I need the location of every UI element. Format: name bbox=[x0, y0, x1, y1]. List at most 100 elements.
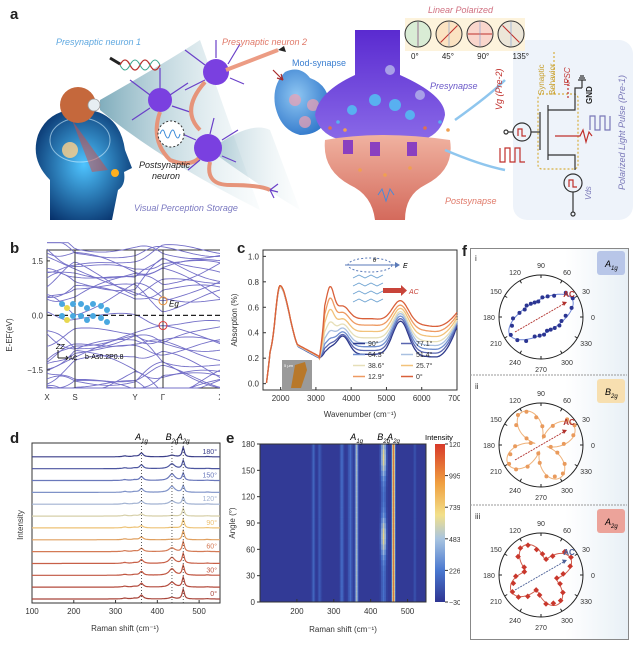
heatmap-cell bbox=[414, 570, 416, 576]
polar-data-point bbox=[537, 333, 542, 338]
presynaptic-neuron-1-label: Presynaptic neuron 1 bbox=[56, 37, 142, 47]
heatmap-cell bbox=[381, 544, 383, 550]
heatmap-cell bbox=[339, 449, 341, 455]
polar-angle-label: 210 bbox=[490, 341, 502, 348]
heatmap-cell bbox=[346, 523, 349, 529]
heatmap-cell bbox=[379, 544, 382, 550]
heatmap-cell bbox=[356, 491, 358, 497]
heatmap-cell bbox=[318, 528, 320, 534]
polar-angle-label: 330 bbox=[580, 599, 592, 606]
legend-label: 0° bbox=[416, 373, 423, 381]
heatmap-cell bbox=[393, 475, 395, 482]
heatmap-cell bbox=[311, 480, 313, 487]
heatmap-cell bbox=[342, 528, 344, 534]
heatmap-cell bbox=[352, 507, 355, 513]
heatmap-cell bbox=[310, 491, 312, 497]
heatmap-cell bbox=[415, 470, 417, 476]
heatmap-cell bbox=[320, 538, 322, 545]
heatmap-cell bbox=[393, 512, 395, 519]
heatmap-cell bbox=[386, 570, 388, 576]
panel-letter-b: b bbox=[10, 240, 20, 257]
heatmap-cell bbox=[343, 565, 345, 571]
polar-angle-label: 60 bbox=[563, 398, 571, 405]
heatmap-cell bbox=[348, 444, 350, 450]
heatmap-cell bbox=[384, 517, 387, 524]
heatmap-cell bbox=[318, 480, 320, 487]
polar-data-point bbox=[507, 461, 512, 466]
heatmap-cell bbox=[352, 533, 355, 540]
heatmap-cell bbox=[316, 586, 319, 592]
heatmap-cell bbox=[312, 465, 315, 471]
heatmap-cell bbox=[343, 538, 345, 545]
heatmap-cell bbox=[391, 570, 393, 576]
heatmap-cell bbox=[348, 586, 350, 592]
heatmap-cell bbox=[352, 491, 355, 497]
polar-tick bbox=[519, 608, 522, 612]
heatmap-cell bbox=[392, 444, 394, 450]
heatmap-cell bbox=[310, 554, 312, 561]
heatmap-cell bbox=[321, 565, 323, 571]
polar-tick bbox=[574, 464, 578, 467]
chart-e-xtick-label: 200 bbox=[290, 607, 304, 616]
heatmap-cell bbox=[320, 586, 322, 592]
heatmap-cell bbox=[379, 586, 382, 592]
heatmap-cell bbox=[392, 512, 394, 519]
heatmap-cell bbox=[342, 507, 344, 513]
heatmap-cell bbox=[415, 575, 417, 582]
heatmap-cell bbox=[316, 544, 319, 550]
heatmap-cell bbox=[314, 580, 316, 587]
heatmap-cell bbox=[414, 507, 416, 513]
heatmap-cell bbox=[356, 554, 358, 561]
heatmap-cell bbox=[354, 596, 356, 603]
heatmap-cell bbox=[414, 533, 416, 540]
polar-angle-label: 60 bbox=[563, 270, 571, 277]
heatmap-cell bbox=[351, 475, 353, 482]
heatmap-cell bbox=[321, 538, 323, 545]
heatmap-cell bbox=[354, 496, 356, 503]
heatmap-cell bbox=[321, 449, 323, 455]
heatmap-cell bbox=[416, 517, 418, 524]
heatmap-cell bbox=[393, 533, 394, 540]
heatmap-cell bbox=[349, 480, 352, 487]
chart-c-ytick-label: 0.8 bbox=[248, 278, 260, 287]
heatmap-cell bbox=[340, 549, 342, 555]
heatmap-cell bbox=[394, 470, 396, 476]
heatmap-cell bbox=[311, 517, 313, 524]
heatmap-cell bbox=[356, 528, 358, 534]
heatmap-cell bbox=[355, 596, 357, 603]
heatmap-cell bbox=[413, 444, 415, 450]
heatmap-cell bbox=[415, 528, 417, 534]
heatmap-cell bbox=[381, 465, 383, 471]
heatmap-cell bbox=[413, 591, 415, 598]
theta-label: θ bbox=[373, 258, 377, 264]
heatmap-cell bbox=[392, 523, 394, 529]
heatmap-cell bbox=[393, 538, 395, 545]
heatmap-cell bbox=[342, 570, 344, 576]
heatmap-cell bbox=[339, 591, 341, 598]
ipsc-label: IPSC bbox=[563, 67, 572, 86]
heatmap-cell bbox=[386, 523, 388, 529]
heatmap-cell bbox=[348, 538, 350, 545]
heatmap-cell bbox=[342, 444, 344, 450]
polar-data-point bbox=[542, 332, 547, 337]
heatmap-cell bbox=[319, 449, 321, 455]
heatmap-cell bbox=[312, 549, 315, 555]
heatmap-cell bbox=[392, 496, 394, 503]
heatmap-cell bbox=[312, 475, 315, 482]
heatmap-cell bbox=[381, 580, 383, 587]
heatmap-cell bbox=[312, 501, 315, 508]
polar-angle-label: 60 bbox=[563, 528, 571, 535]
heatmap-cell bbox=[349, 596, 352, 603]
heatmap-cell bbox=[356, 470, 358, 476]
polar-angle-label: 150 bbox=[490, 289, 502, 296]
raman-spectrum-165° bbox=[32, 458, 220, 470]
heatmap-cell bbox=[312, 570, 315, 576]
heatmap-cell bbox=[413, 528, 415, 534]
heatmap-cell bbox=[379, 559, 382, 566]
heatmap-cell bbox=[348, 570, 350, 576]
heatmap-cell bbox=[321, 465, 323, 471]
heatmap-cell bbox=[349, 465, 352, 471]
heatmap-cell bbox=[321, 591, 323, 598]
heatmap-cell bbox=[339, 512, 341, 519]
heatmap-cell bbox=[340, 454, 342, 461]
